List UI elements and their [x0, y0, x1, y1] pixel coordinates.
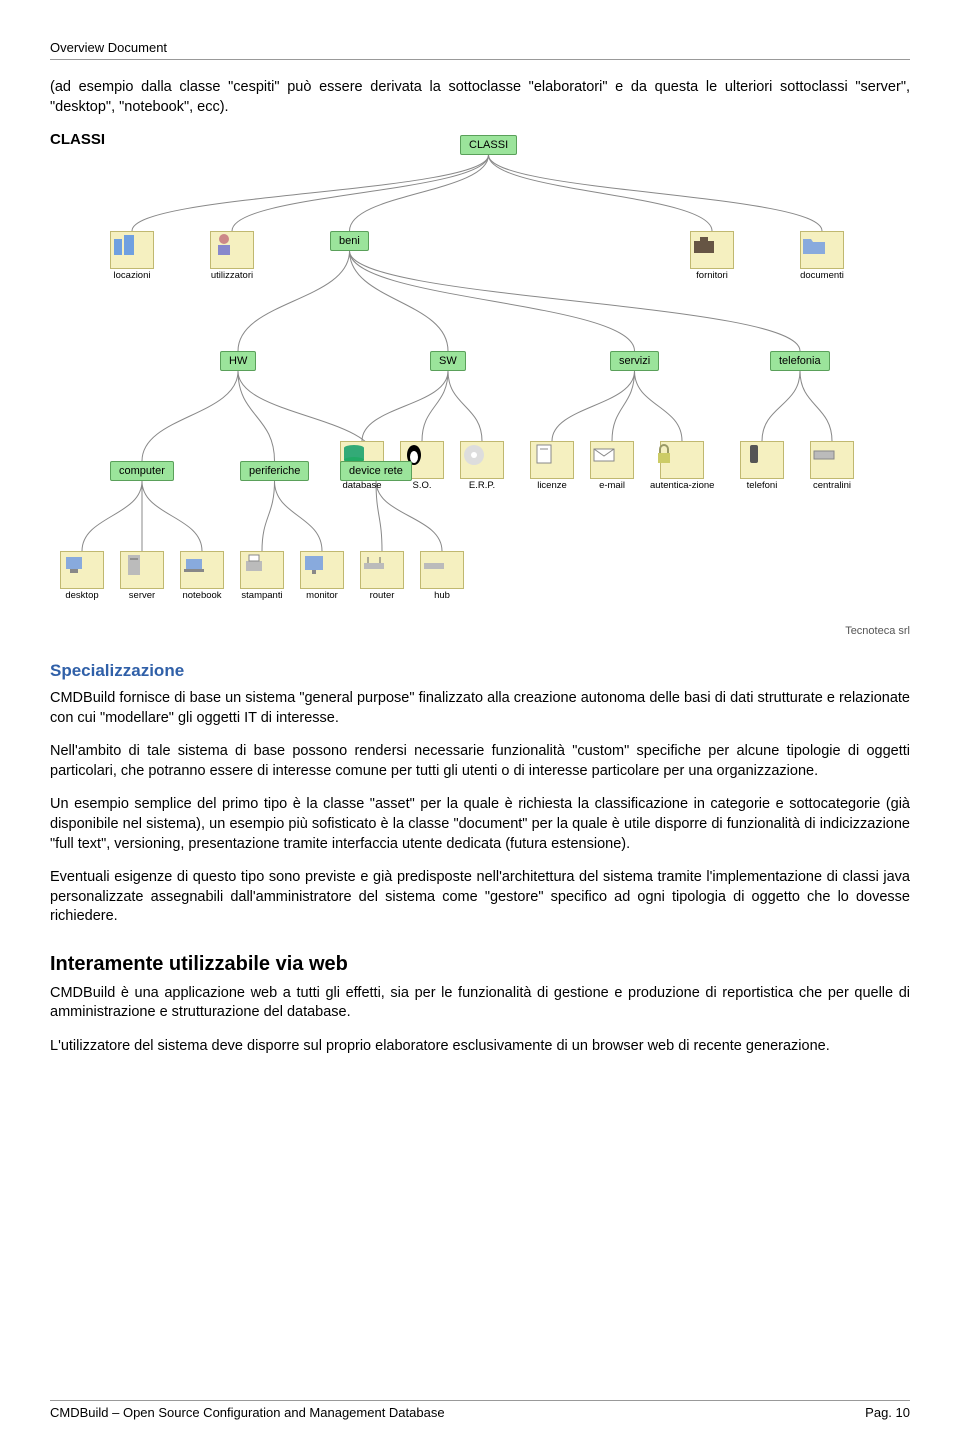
diagram-node-fornitori: fornitori — [690, 231, 734, 281]
diagram-node-router: router — [360, 551, 404, 601]
diagram-node-root: CLASSI — [460, 135, 517, 155]
spec-p1: CMDBuild fornisce di base un sistema "ge… — [50, 689, 910, 728]
diagram-node-sw: SW — [430, 351, 466, 371]
diagram-node-stampanti: stampanti — [240, 551, 284, 601]
diagram-node-devicerete: device rete — [340, 461, 412, 481]
diagram-node-licenze: licenze — [530, 441, 574, 491]
diagram-node-beni: beni — [330, 231, 369, 251]
class-hierarchy-diagram: CLASSI Tecnoteca srl CLASSIlocazioniutil… — [50, 131, 910, 631]
diagram-node-telefoni: telefoni — [740, 441, 784, 491]
diagram-node-telefonia: telefonia — [770, 351, 830, 371]
heading-specializzazione: Specializzazione — [50, 661, 910, 681]
diagram-credit: Tecnoteca srl — [845, 625, 910, 637]
diagram-node-computer: computer — [110, 461, 174, 481]
diagram-node-desktop: desktop — [60, 551, 104, 601]
intro-paragraph: (ad esempio dalla classe "cespiti" può e… — [50, 78, 910, 117]
diagram-connectors — [50, 131, 910, 631]
diagram-node-utilizzatori: utilizzatori — [210, 231, 254, 281]
diagram-node-server: server — [120, 551, 164, 601]
web-p1: CMDBuild è una applicazione web a tutti … — [50, 984, 910, 1023]
footer-left: CMDBuild – Open Source Configuration and… — [50, 1405, 445, 1420]
diagram-node-autentica-zione: autentica-zione — [650, 441, 714, 491]
diagram-node-E.R.P.: E.R.P. — [460, 441, 504, 491]
diagram-node-e-mail: e-mail — [590, 441, 634, 491]
diagram-node-hub: hub — [420, 551, 464, 601]
diagram-node-documenti: documenti — [800, 231, 844, 281]
spec-p3: Un esempio semplice del primo tipo è la … — [50, 795, 910, 854]
diagram-node-locazioni: locazioni — [110, 231, 154, 281]
diagram-node-servizi: servizi — [610, 351, 659, 371]
diagram-node-hw: HW — [220, 351, 256, 371]
web-p2: L'utilizzatore del sistema deve disporre… — [50, 1037, 910, 1057]
diagram-node-monitor: monitor — [300, 551, 344, 601]
footer-right: Pag. 10 — [865, 1405, 910, 1420]
heading-web: Interamente utilizzabile via web — [50, 953, 910, 976]
spec-p2: Nell'ambito di tale sistema di base poss… — [50, 742, 910, 781]
diagram-node-notebook: notebook — [180, 551, 224, 601]
spec-p4: Eventuali esigenze di questo tipo sono p… — [50, 868, 910, 927]
diagram-node-periferiche: periferiche — [240, 461, 309, 481]
page-footer: CMDBuild – Open Source Configuration and… — [50, 1400, 910, 1420]
diagram-node-centralini: centralini — [810, 441, 854, 491]
page-header: Overview Document — [50, 40, 910, 60]
